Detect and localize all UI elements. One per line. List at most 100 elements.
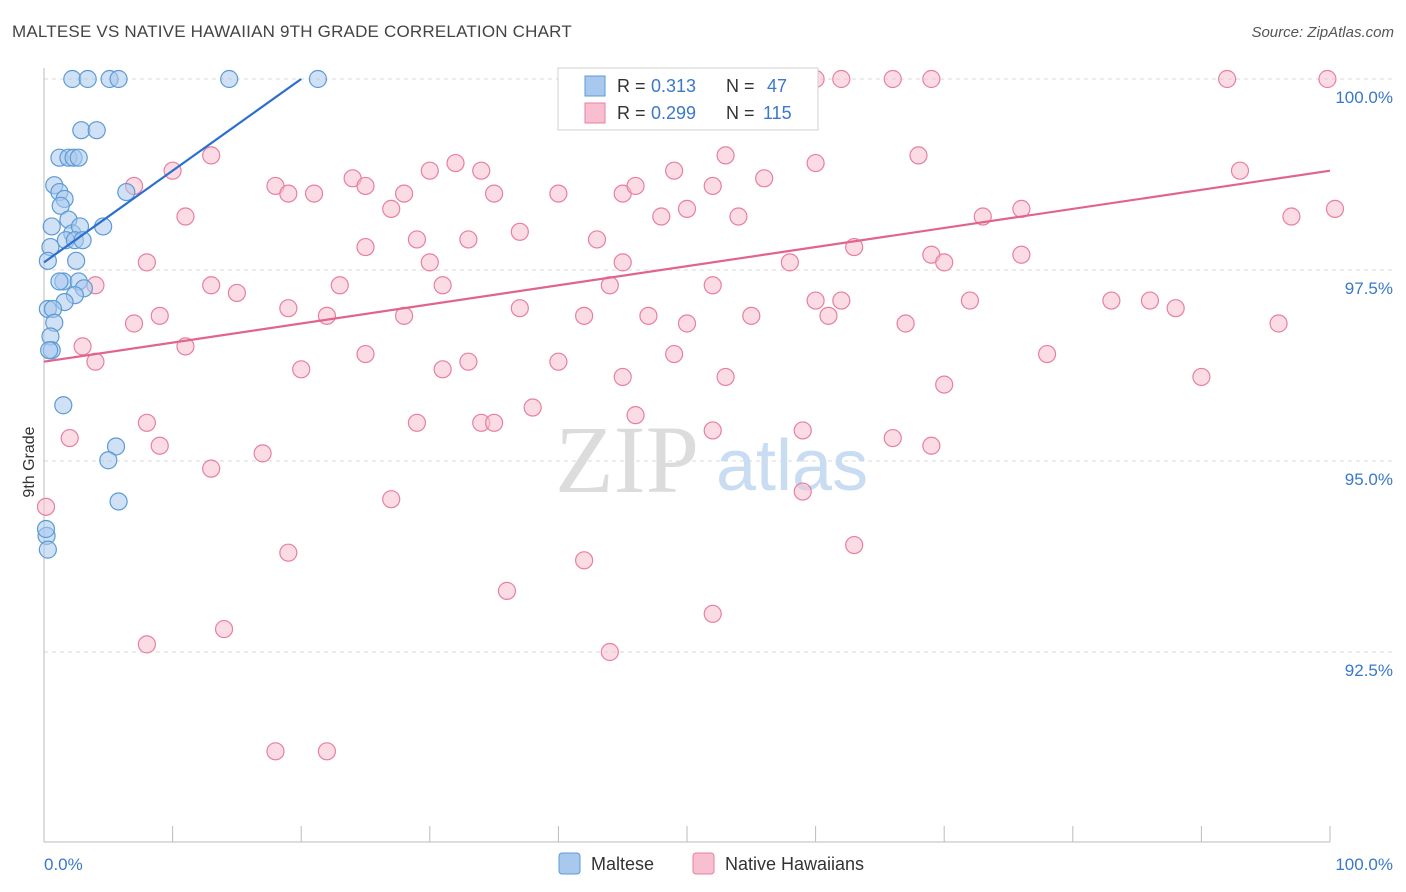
native-hawaiians-point [137, 413, 156, 432]
y-tick-label: 92.5% [1345, 661, 1393, 680]
legend-hawaiians-label: Native Hawaiians [725, 854, 864, 874]
hawaiian-n-value: 115 [763, 103, 792, 123]
native-hawaiians-point [382, 490, 401, 509]
native-hawaiians-point [485, 184, 504, 203]
native-hawaiians-point [330, 276, 349, 295]
native-hawaiians-point [819, 306, 838, 325]
maltese-point [109, 69, 128, 89]
bottom-legend: Maltese Native Hawaiians [558, 852, 864, 875]
native-hawaiians-point [793, 482, 812, 501]
maltese-points [36, 69, 328, 559]
native-hawaiians-point [1269, 314, 1288, 333]
native-hawaiians-point [420, 161, 439, 180]
maltese-point [72, 121, 91, 140]
native-hawaiians-point [317, 742, 337, 761]
native-hawaiians-point [755, 169, 774, 188]
maltese-point [50, 272, 69, 291]
native-hawaiians-point [703, 421, 722, 440]
maltese-r-label: R = [617, 76, 646, 96]
native-hawaiians-point [716, 146, 735, 165]
maltese-point [78, 69, 97, 89]
native-hawaiians-point [202, 146, 221, 165]
hawaiian-r-value: 0.299 [651, 103, 696, 123]
watermark: ZIP atlas [555, 406, 868, 513]
native-hawaiians-point [407, 413, 427, 432]
native-hawaiians-point [845, 535, 864, 555]
native-hawaiians-point [729, 207, 748, 226]
native-hawaiians-point [304, 184, 324, 203]
y-tick-label: 95.0% [1345, 470, 1393, 489]
maltese-trendline [43, 78, 302, 264]
native-hawaiians-point [356, 344, 375, 364]
native-hawaiians-point [36, 497, 56, 516]
maltese-point [36, 519, 56, 539]
legend-maltese-label: Maltese [591, 854, 654, 874]
native-hawaiians-point [780, 253, 799, 272]
native-hawaiians-point [1218, 69, 1237, 89]
native-hawaiians-point [935, 375, 954, 394]
native-hawaiians-point [214, 619, 234, 639]
native-hawaiians-point [394, 184, 414, 203]
stats-legend: R = 0.313 N = 47 R = 0.299 N = 115 [557, 67, 819, 131]
native-hawaiians-point [472, 161, 491, 180]
native-hawaiians-point [407, 230, 427, 249]
native-hawaiians-point [1318, 69, 1337, 89]
native-hawaiians-point [1102, 291, 1121, 310]
y-tick-label: 100.0% [1335, 88, 1393, 107]
native-hawaiians-point [665, 344, 684, 364]
watermark-zip: ZIP [555, 406, 699, 513]
maltese-point [51, 196, 70, 215]
native-hawaiians-points [36, 69, 1345, 761]
maltese-point [109, 492, 128, 511]
maltese-point [117, 182, 136, 202]
native-hawaiians-point [433, 360, 452, 379]
native-hawaiians-point [202, 276, 221, 295]
native-hawaiians-point [137, 635, 156, 654]
native-hawaiians-trendline [43, 169, 1331, 363]
native-hawaiians-point [253, 444, 272, 463]
source-credit: Source: ZipAtlas.com [1251, 24, 1394, 41]
hawaiian-r-label: R = [617, 103, 646, 123]
maltese-point [308, 69, 328, 89]
maltese-point [63, 69, 82, 89]
native-hawaiians-point [279, 184, 298, 203]
y-axis-title: 9th Grade [21, 426, 38, 497]
native-hawaiians-point [420, 253, 439, 272]
native-hawaiians-point [317, 306, 337, 325]
native-hawaiians-point [1192, 367, 1211, 387]
native-hawaiians-point [1012, 245, 1031, 264]
maltese-point [69, 148, 88, 167]
maltese-point [67, 251, 86, 270]
native-hawaiians-point [742, 306, 761, 325]
native-hawaiians-point [806, 291, 825, 310]
legend-hawaiians-swatch [692, 852, 715, 875]
native-hawaiians-point [703, 604, 722, 623]
x-ticks [43, 826, 1331, 842]
hawaiian-swatch [584, 102, 606, 124]
native-hawaiians-point [382, 199, 401, 218]
native-hawaiians-point [703, 276, 722, 295]
native-hawaiians-point [266, 742, 285, 761]
native-hawaiians-point [909, 146, 928, 165]
native-hawaiians-point [523, 398, 542, 417]
native-hawaiians-point [1140, 291, 1160, 310]
native-hawaiians-point [549, 184, 568, 203]
native-hawaiians-point [575, 306, 594, 325]
native-hawaiians-point [124, 314, 144, 333]
native-hawaiians-point [150, 436, 169, 455]
native-hawaiians-point [960, 291, 980, 310]
native-hawaiians-point [1037, 344, 1057, 364]
native-hawaiians-point [510, 299, 529, 318]
native-hawaiians-point [433, 276, 452, 295]
maltese-point [42, 217, 61, 236]
native-hawaiians-point [793, 421, 812, 440]
native-hawaiians-point [485, 413, 504, 432]
native-hawaiians-point [176, 207, 195, 226]
x-tick-label-max: 100.0% [1335, 855, 1393, 874]
native-hawaiians-point [510, 222, 529, 241]
native-hawaiians-point [459, 352, 478, 371]
native-hawaiians-point [935, 253, 954, 272]
native-hawaiians-point [587, 230, 607, 249]
native-hawaiians-point [832, 69, 851, 89]
